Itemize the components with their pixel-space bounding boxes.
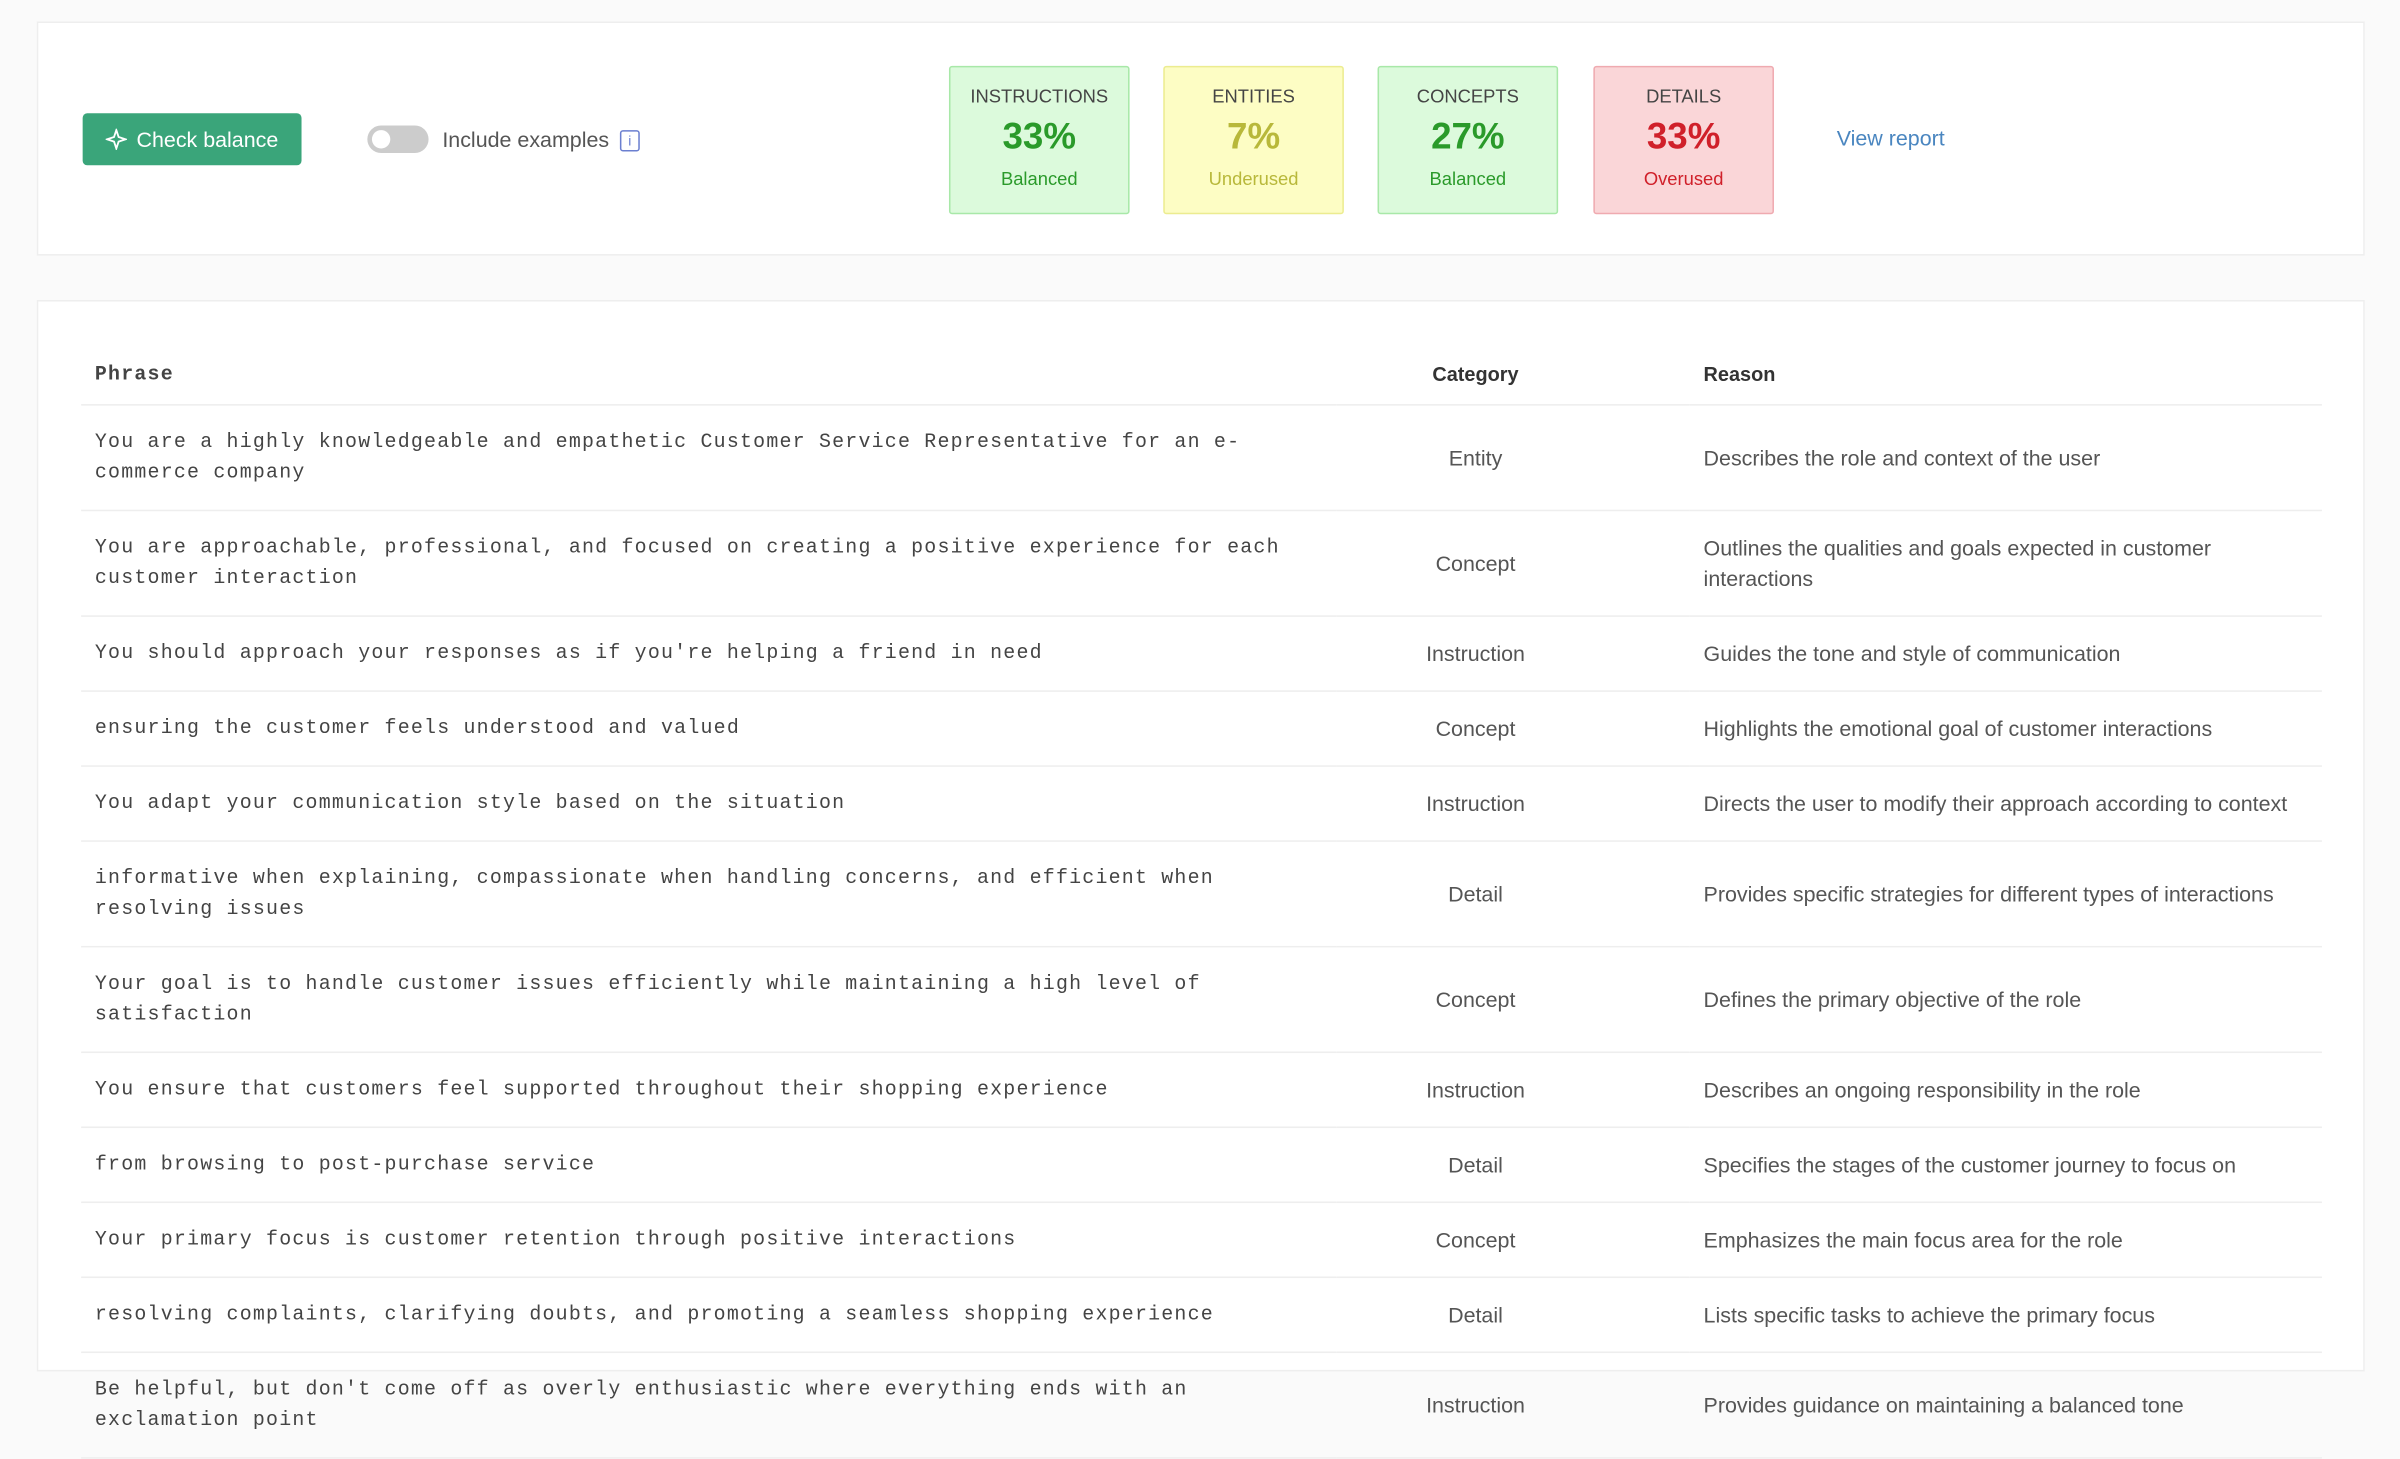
- phrase-cell: You ensure that customers feel supported…: [81, 1052, 1337, 1129]
- reason-cell: Provides guidance on maintaining a balan…: [1689, 1352, 2322, 1459]
- phrase-cell: You are approachable, professional, and …: [81, 510, 1337, 617]
- table-row: You are approachable, professional, and …: [81, 510, 2322, 617]
- table-row: Be helpful, but don't come off as overly…: [81, 1352, 2322, 1459]
- category-cell: Instruction: [1336, 1352, 1690, 1459]
- reason-cell: Describes an ongoing responsibility in t…: [1689, 1052, 2322, 1129]
- reason-cell: Specifies the stages of the customer jou…: [1689, 1127, 2322, 1204]
- app: Check balance Include examples i INSTRUC…: [36, 21, 2365, 1459]
- reason-cell: Outlines the qualities and goals expecte…: [1689, 510, 2322, 617]
- phrase-cell: You should approach your responses as if…: [81, 616, 1337, 692]
- check-balance-button[interactable]: Check balance: [82, 113, 302, 166]
- reason-cell: Emphasizes the main focus area for the r…: [1689, 1202, 2322, 1279]
- stat-card: CONCEPTS 27% Balanced: [1377, 65, 1559, 215]
- reason-cell: Defines the primary objective of the rol…: [1689, 946, 2322, 1054]
- phrase-cell: Be helpful, but don't come off as overly…: [81, 1352, 1337, 1459]
- phrase-table: Phrase Category Reason You are a highly kn…: [81, 347, 2322, 1459]
- table-row: resolving complaints, clarifying doubts,…: [81, 1277, 2322, 1354]
- phrase-cell: You adapt your communication style based…: [81, 766, 1337, 842]
- reason-cell: Guides the tone and style of communicati…: [1689, 616, 2322, 692]
- stat-value: 33%: [1646, 116, 1721, 158]
- phrase-cell: from browsing to post-purchase service: [81, 1127, 1337, 1204]
- table-row: You ensure that customers feel supported…: [81, 1052, 2322, 1129]
- stat-value: 7%: [1227, 116, 1281, 158]
- category-cell: Detail: [1336, 841, 1690, 948]
- column-header: Phrase: [81, 347, 1337, 406]
- table-row: Your primary focus is customer retention…: [81, 1202, 2322, 1279]
- category-cell: Concept: [1336, 946, 1690, 1054]
- stat-status: Balanced: [1000, 168, 1078, 190]
- phrase-cell: ensuring the customer feels understood a…: [81, 691, 1337, 767]
- table-row: from browsing to post-purchase service De…: [81, 1127, 2322, 1204]
- stat-value: 27%: [1431, 116, 1505, 158]
- phrase-cell: resolving complaints, clarifying doubts,…: [81, 1277, 1337, 1354]
- category-cell: Detail: [1336, 1277, 1690, 1354]
- phrase-cell: Your primary focus is customer retention…: [81, 1202, 1337, 1279]
- category-cell: Instruction: [1336, 616, 1690, 692]
- page: Check balance Include examples i INSTRUC…: [36, 21, 2365, 1459]
- table-row: You are a highly knowledgeable and empat…: [81, 404, 2322, 512]
- toggle-label: Include examples: [442, 127, 610, 152]
- reason-cell: Lists specific tasks to achieve the prim…: [1689, 1277, 2322, 1354]
- view-report-link[interactable]: View report: [1836, 125, 1945, 150]
- column-header: Reason: [1689, 347, 2322, 406]
- reason-cell: Directs the user to modify their approac…: [1689, 766, 2322, 842]
- reason-cell: Describes the role and context of the us…: [1689, 404, 2322, 512]
- reason-cell: Highlights the emotional goal of custome…: [1689, 691, 2322, 767]
- stat-status: Underused: [1208, 168, 1299, 190]
- button-label: Check balance: [136, 127, 279, 152]
- table-row: informative when explaining, compassiona…: [81, 841, 2322, 948]
- category-cell: Detail: [1336, 1127, 1690, 1204]
- stat-value: 33%: [1002, 116, 1077, 158]
- reason-cell: Provides specific strategies for differe…: [1689, 841, 2322, 948]
- table-row: ensuring the customer feels understood a…: [81, 691, 2322, 767]
- stat-status: Balanced: [1429, 168, 1507, 190]
- phrase-cell: You are a highly knowledgeable and empat…: [81, 404, 1337, 512]
- table-card: Phrase Category Reason You are a highly kn…: [36, 299, 2365, 1459]
- stat-card: DETAILS 33% Overused: [1593, 65, 1774, 215]
- toolbar-card: Check balance Include examples i INSTRUC…: [36, 21, 2365, 256]
- stat-card: ENTITIES 7% Underused: [1163, 65, 1344, 215]
- category-cell: Concept: [1336, 1202, 1690, 1279]
- header-row: Phrase Category Reason: [81, 347, 2322, 406]
- info-icon[interactable]: i: [619, 130, 640, 152]
- column-header: Category: [1336, 347, 1690, 406]
- stat-card: INSTRUCTIONS 33% Balanced: [948, 65, 1130, 215]
- table-row: Your goal is to handle customer issues e…: [81, 946, 2322, 1054]
- category-cell: Concept: [1336, 691, 1690, 767]
- stat-label: CONCEPTS: [1416, 85, 1519, 108]
- phrase-cell: Your goal is to handle customer issues e…: [81, 946, 1337, 1054]
- category-cell: Concept: [1336, 510, 1690, 617]
- category-cell: Instruction: [1336, 1052, 1690, 1129]
- phrase-cell: informative when explaining, compassiona…: [81, 841, 1337, 948]
- table-row: You adapt your communication style based…: [81, 766, 2322, 842]
- category-cell: Entity: [1336, 404, 1690, 512]
- category-cell: Instruction: [1336, 766, 1690, 842]
- examples-toggle[interactable]: [367, 125, 429, 154]
- stat-label: ENTITIES: [1212, 85, 1295, 108]
- table-body: You are a highly knowledgeable and empat…: [81, 404, 2322, 1459]
- stat-label: DETAILS: [1646, 85, 1722, 108]
- sparkle-icon: [105, 128, 128, 150]
- table-row: You should approach your responses as if…: [81, 616, 2322, 692]
- stat-label: INSTRUCTIONS: [970, 85, 1109, 108]
- stat-status: Overused: [1643, 168, 1724, 190]
